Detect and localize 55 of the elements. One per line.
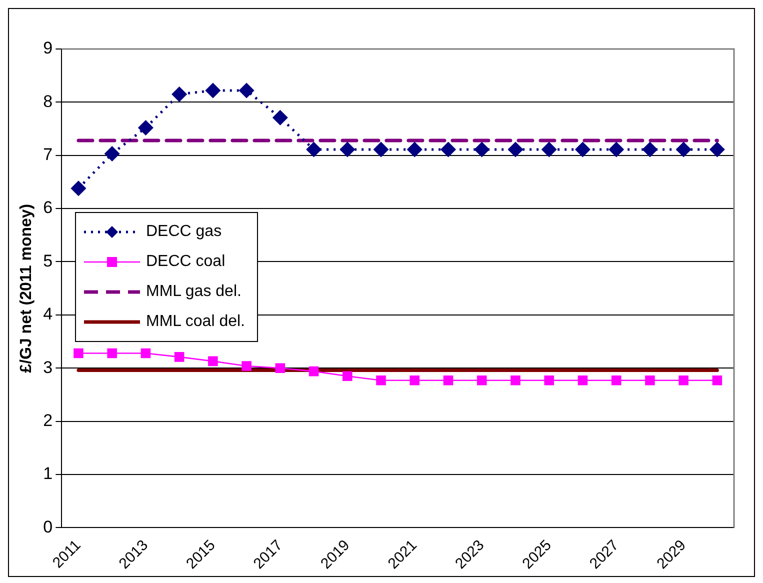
legend-label: MML coal del.: [146, 313, 245, 331]
y-tick-label: 7: [43, 145, 53, 164]
y-tick-label: 5: [43, 251, 53, 270]
point: [575, 142, 590, 157]
point: [242, 361, 252, 371]
point: [275, 363, 286, 374]
point: [374, 142, 388, 157]
point: [140, 348, 151, 358]
point: [678, 375, 688, 386]
point: [474, 142, 490, 157]
point: [544, 375, 554, 386]
point: [107, 348, 117, 358]
point: [642, 142, 658, 157]
point: [208, 356, 218, 366]
point: [542, 142, 556, 157]
point: [609, 142, 624, 157]
y-tick-label: 8: [43, 92, 53, 111]
point: [342, 371, 352, 381]
point: [239, 83, 254, 98]
point: [645, 375, 655, 386]
point: [138, 120, 153, 135]
point: [174, 352, 184, 362]
y-tick-label: 6: [43, 198, 53, 218]
point: [74, 348, 84, 358]
point: [376, 375, 386, 386]
point: [712, 375, 722, 386]
legend-label: MML gas del.: [146, 283, 242, 301]
y-tick-label: 3: [43, 358, 53, 377]
point: [206, 83, 220, 98]
point: [441, 142, 456, 157]
y-tick-label: 0: [43, 517, 53, 536]
point: [578, 375, 588, 386]
y-axis-title: £/GJ net (2011 money): [18, 204, 36, 373]
point: [476, 375, 487, 386]
legend-label: DECC coal: [146, 253, 226, 271]
point: [104, 146, 120, 162]
point: [407, 142, 422, 157]
point: [308, 366, 319, 376]
point: [611, 375, 622, 386]
point: [172, 86, 187, 102]
y-tick-label: 9: [43, 38, 53, 58]
point: [710, 142, 724, 157]
point: [71, 181, 86, 196]
point: [676, 142, 691, 157]
point: [340, 142, 355, 157]
point: [508, 142, 523, 157]
point: [510, 375, 520, 386]
y-tick-label: 4: [43, 304, 53, 324]
y-tick-label: 1: [43, 464, 53, 484]
point: [306, 142, 322, 157]
y-tick-label: 2: [43, 410, 53, 430]
point: [272, 110, 288, 125]
point: [410, 375, 420, 386]
legend-label: DECC gas: [146, 223, 222, 241]
point: [443, 375, 454, 386]
